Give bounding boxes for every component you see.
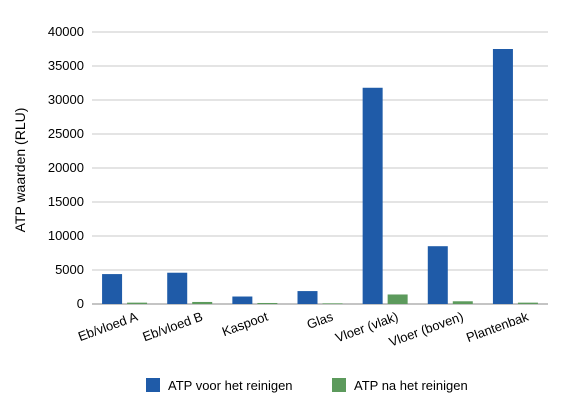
bar [362, 87, 383, 304]
bar [192, 301, 213, 304]
legend-swatch [146, 378, 160, 392]
bar [102, 274, 123, 304]
x-tick-label: Vloer (boven) [387, 309, 465, 350]
bars [102, 49, 538, 304]
bar [297, 291, 318, 304]
bar [492, 49, 513, 304]
y-tick-label: 35000 [48, 58, 84, 73]
bar [257, 302, 278, 304]
legend: ATP voor het reinigen ATP na het reinigen [146, 378, 468, 393]
y-tick-label: 5000 [55, 262, 84, 277]
y-tick-label: 40000 [48, 24, 84, 39]
bar [387, 294, 408, 304]
legend-label: ATP na het reinigen [354, 378, 468, 393]
x-tick-label: Kaspoot [220, 309, 270, 340]
x-tick-label: Eb/vloed B [141, 309, 205, 345]
bar [452, 301, 473, 304]
x-tick-label: Plantenbak [464, 309, 531, 346]
bar [517, 302, 538, 304]
bar [427, 246, 448, 304]
y-tick-label: 10000 [48, 228, 84, 243]
y-axis-ticks: 0 5000 10000 15000 20000 25000 30000 35000 40000 [48, 24, 84, 311]
legend-label: ATP voor het reinigen [168, 378, 293, 393]
y-tick-label: 30000 [48, 92, 84, 107]
x-tick-label: Eb/vloed A [76, 309, 140, 344]
bar [322, 303, 343, 304]
gridlines [92, 31, 548, 305]
x-tick-label: Glas [305, 309, 336, 332]
y-tick-label: 0 [77, 296, 84, 311]
legend-swatch [332, 378, 346, 392]
bar [232, 296, 253, 304]
y-tick-label: 15000 [48, 194, 84, 209]
bar [127, 302, 148, 304]
y-tick-label: 25000 [48, 126, 84, 141]
bar [167, 272, 188, 304]
y-tick-label: 20000 [48, 160, 84, 175]
y-axis-label: ATP waarden (RLU) [12, 108, 28, 233]
